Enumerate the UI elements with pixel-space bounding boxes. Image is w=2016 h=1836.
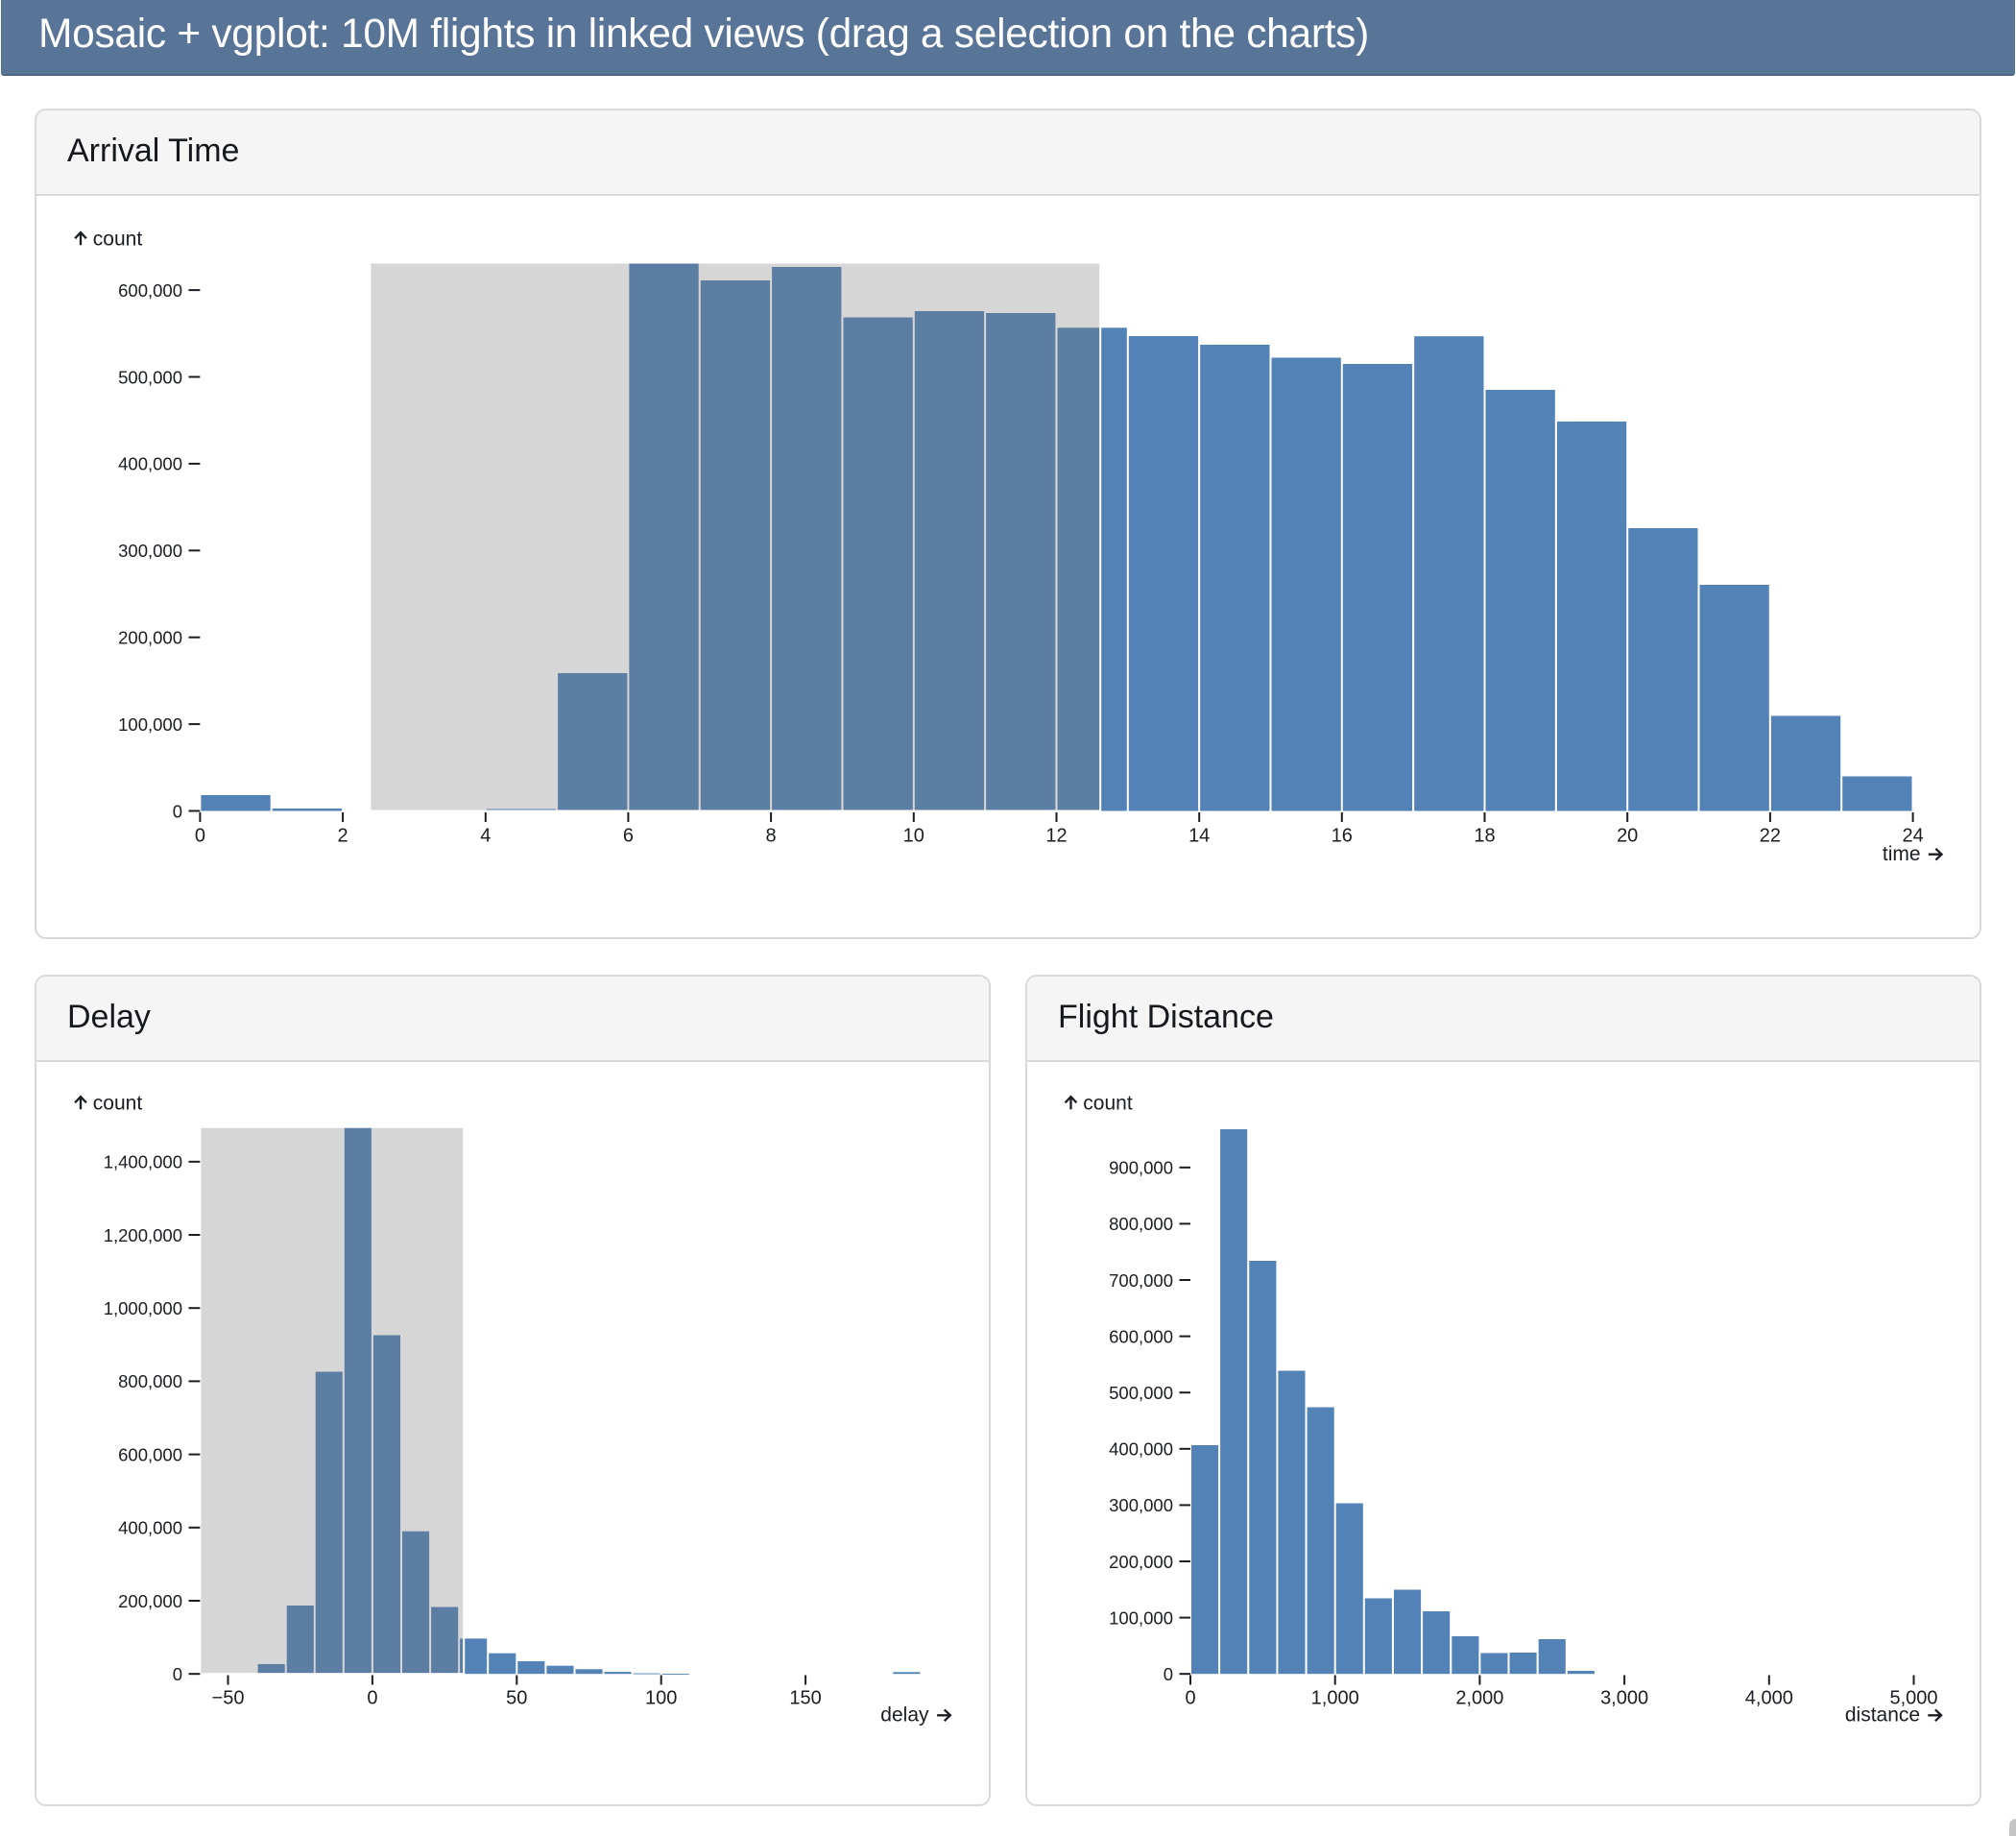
svg-text:5,000: 5,000 (1889, 1688, 1937, 1709)
svg-text:2,000: 2,000 (1455, 1688, 1503, 1709)
svg-text:200,000: 200,000 (118, 628, 182, 648)
svg-text:150: 150 (789, 1688, 821, 1709)
svg-text:400,000: 400,000 (118, 454, 182, 474)
svg-text:100,000: 100,000 (118, 714, 182, 735)
svg-text:distance: distance (1845, 1704, 1920, 1727)
svg-text:2: 2 (338, 826, 348, 847)
svg-text:300,000: 300,000 (118, 541, 182, 561)
svg-text:200,000: 200,000 (1109, 1552, 1173, 1572)
svg-text:800,000: 800,000 (1109, 1214, 1173, 1234)
svg-text:400,000: 400,000 (1109, 1439, 1173, 1460)
svg-text:500,000: 500,000 (1109, 1383, 1173, 1403)
svg-text:8: 8 (766, 826, 777, 847)
svg-text:6: 6 (623, 826, 634, 847)
svg-text:4,000: 4,000 (1745, 1688, 1793, 1709)
svg-text:10: 10 (903, 826, 924, 847)
svg-text:200,000: 200,000 (118, 1591, 182, 1611)
svg-text:50: 50 (506, 1688, 527, 1709)
svg-text:0: 0 (1164, 1664, 1173, 1684)
svg-text:delay: delay (880, 1704, 929, 1727)
svg-text:1,000: 1,000 (1311, 1688, 1359, 1709)
svg-text:12: 12 (1045, 826, 1067, 847)
svg-text:time: time (1883, 843, 1921, 865)
svg-text:600,000: 600,000 (118, 1444, 182, 1464)
svg-text:600,000: 600,000 (118, 280, 182, 301)
svg-text:18: 18 (1474, 826, 1495, 847)
svg-text:100,000: 100,000 (1109, 1607, 1173, 1628)
svg-text:300,000: 300,000 (1109, 1495, 1173, 1515)
svg-text:0: 0 (173, 1664, 182, 1684)
svg-text:1,000,000: 1,000,000 (104, 1298, 182, 1318)
svg-text:0: 0 (173, 801, 182, 821)
svg-text:100: 100 (645, 1688, 677, 1709)
svg-text:0: 0 (1185, 1688, 1195, 1709)
svg-text:count: count (1083, 1093, 1133, 1115)
svg-text:1,200,000: 1,200,000 (104, 1225, 182, 1245)
svg-text:900,000: 900,000 (1109, 1158, 1173, 1178)
svg-text:count: count (93, 229, 143, 251)
svg-text:4: 4 (480, 826, 491, 847)
svg-text:0: 0 (195, 826, 205, 847)
svg-text:700,000: 700,000 (1109, 1270, 1173, 1291)
svg-text:22: 22 (1760, 826, 1781, 847)
svg-text:1,400,000: 1,400,000 (104, 1152, 182, 1172)
svg-text:20: 20 (1617, 826, 1638, 847)
svg-text:0: 0 (367, 1688, 377, 1709)
svg-text:600,000: 600,000 (1109, 1326, 1173, 1346)
svg-text:14: 14 (1188, 826, 1210, 847)
svg-text:500,000: 500,000 (118, 367, 182, 387)
svg-text:16: 16 (1332, 826, 1353, 847)
svg-text:−50: −50 (212, 1688, 245, 1709)
svg-text:400,000: 400,000 (118, 1518, 182, 1538)
svg-text:800,000: 800,000 (118, 1371, 182, 1391)
svg-text:3,000: 3,000 (1600, 1688, 1648, 1709)
svg-text:count: count (93, 1093, 143, 1115)
svg-text:24: 24 (1902, 826, 1923, 847)
